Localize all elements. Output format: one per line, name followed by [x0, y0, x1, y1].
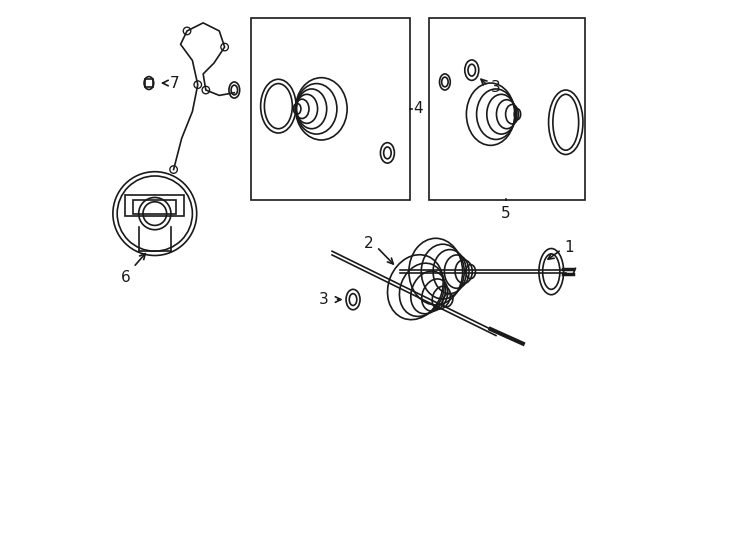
Bar: [429, 17, 584, 200]
Bar: [134, 200, 176, 214]
Text: 4: 4: [414, 102, 424, 116]
Text: 6: 6: [121, 270, 131, 285]
Bar: [145, 79, 153, 87]
Text: 3: 3: [490, 80, 501, 95]
Text: 3: 3: [319, 292, 328, 307]
Text: 5: 5: [501, 206, 510, 220]
Text: 1: 1: [564, 240, 574, 255]
Text: 2: 2: [364, 235, 374, 251]
Bar: [252, 17, 410, 200]
Bar: [126, 195, 184, 217]
Text: 7: 7: [170, 76, 180, 91]
